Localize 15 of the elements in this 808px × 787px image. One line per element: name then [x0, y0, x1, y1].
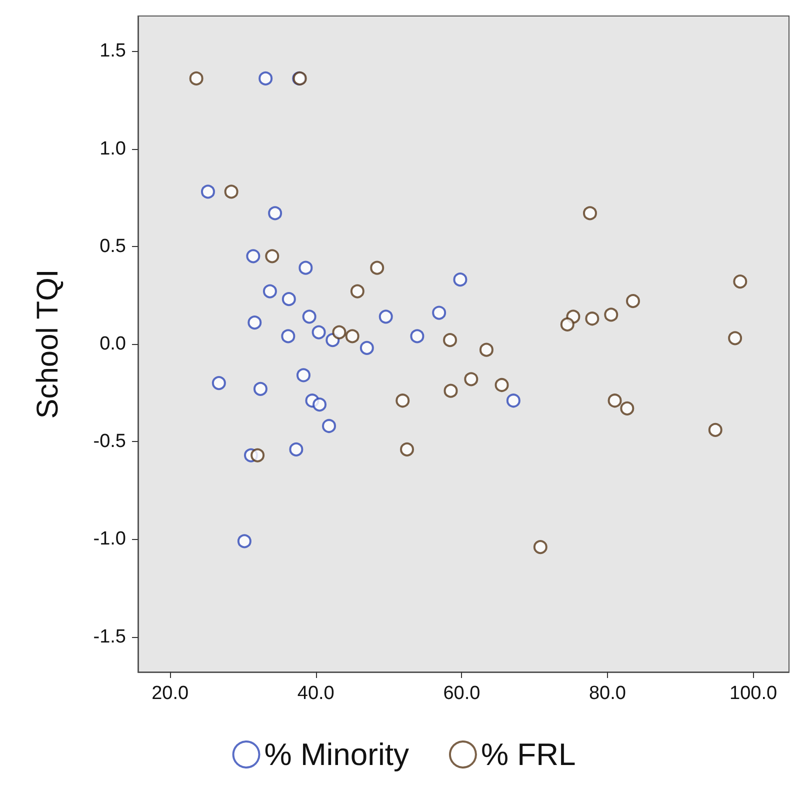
y-axis-title: School TQI — [32, 269, 64, 419]
x-tick-label: 60.0 — [443, 683, 480, 704]
y-tick-label: -1.5 — [93, 626, 126, 648]
y-tick-label: 1.0 — [100, 138, 126, 160]
x-tick-label: 100.0 — [730, 683, 778, 704]
y-tick-label: -1.0 — [93, 528, 126, 550]
legend-label: % Minority — [264, 737, 410, 772]
y-tick-label: 0.5 — [100, 236, 126, 257]
y-tick-label: 1.5 — [100, 40, 126, 62]
x-tick-label: 40.0 — [297, 683, 334, 704]
y-tick-label: 0.0 — [100, 334, 126, 354]
legend-label: % FRL — [480, 737, 576, 772]
y-tick-label: -0.5 — [93, 431, 126, 452]
x-tick-label: 80.0 — [588, 683, 626, 704]
x-tick-label: 20.0 — [152, 683, 189, 704]
